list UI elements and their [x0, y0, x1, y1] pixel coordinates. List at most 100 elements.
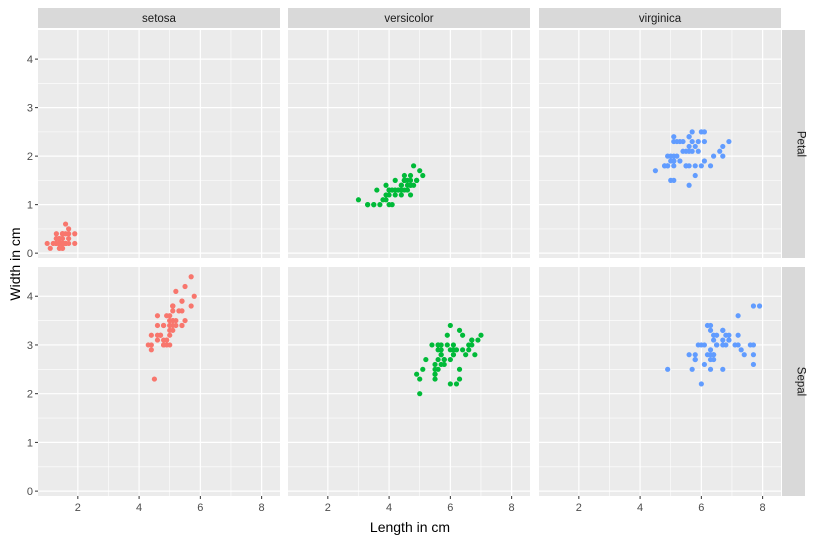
data-point-virginica [701, 361, 708, 368]
data-point-setosa [44, 240, 50, 247]
facet-strip-petal [782, 30, 805, 258]
data-point-virginica [738, 347, 744, 353]
data-point-versicolor [374, 187, 380, 193]
data-point-versicolor [447, 356, 453, 363]
data-point-virginica [692, 163, 698, 169]
data-point-virginica [668, 158, 674, 164]
data-point-setosa [182, 283, 188, 290]
data-point-versicolor [429, 342, 435, 348]
data-point-setosa [173, 317, 179, 324]
data-point-versicolor [420, 366, 426, 372]
data-point-setosa [179, 322, 185, 329]
data-point-setosa [56, 235, 63, 242]
data-point-versicolor [444, 332, 450, 338]
data-point-versicolor [377, 202, 383, 208]
y-tick-label: 2 [27, 389, 33, 401]
data-point-setosa [53, 231, 59, 237]
panel-background-petal-setosa [38, 30, 280, 258]
data-point-versicolor [453, 347, 460, 353]
data-point-setosa [62, 221, 69, 227]
data-point-setosa [167, 342, 173, 348]
data-point-versicolor [447, 347, 453, 353]
data-point-virginica [686, 182, 692, 188]
data-point-setosa [179, 298, 185, 304]
data-point-versicolor [447, 381, 453, 387]
data-point-virginica [677, 158, 683, 164]
panels-layer: setosa versicolor virginica Petal Sepal 0 1 2 3 4… [27, 8, 807, 514]
data-point-setosa [72, 240, 78, 247]
data-point-virginica [671, 134, 677, 140]
data-point-virginica [723, 332, 729, 338]
data-point-virginica [750, 361, 757, 368]
x-tick-label: 6 [197, 502, 203, 514]
data-point-versicolor [450, 352, 457, 358]
data-point-virginica [750, 352, 757, 358]
data-point-virginica [711, 332, 717, 338]
data-point-versicolor [383, 182, 389, 188]
data-point-setosa [167, 317, 173, 324]
data-point-versicolor [432, 376, 438, 382]
x-tick-label: 6 [698, 502, 704, 514]
data-point-virginica [674, 153, 680, 159]
data-point-versicolor [444, 342, 450, 348]
data-point-versicolor [453, 381, 460, 387]
data-point-setosa [164, 337, 170, 343]
data-point-virginica [665, 366, 671, 372]
data-point-setosa [154, 337, 161, 343]
y-tick-label: 1 [27, 200, 33, 212]
data-point-setosa [182, 317, 188, 324]
data-point-versicolor [398, 192, 404, 198]
x-tick-label: 4 [637, 502, 643, 514]
data-point-virginica [720, 342, 726, 348]
data-point-setosa [191, 293, 197, 299]
data-point-versicolor [435, 356, 441, 363]
data-point-virginica [695, 342, 701, 348]
data-point-versicolor [441, 361, 447, 368]
data-point-setosa [59, 231, 66, 237]
data-point-virginica [701, 129, 708, 135]
data-point-setosa [170, 308, 176, 314]
data-point-virginica [686, 143, 692, 150]
data-point-versicolor [404, 187, 411, 193]
data-point-virginica [674, 138, 680, 145]
data-point-versicolor [456, 327, 463, 333]
data-point-versicolor [407, 172, 414, 179]
data-point-virginica [720, 337, 726, 343]
panel-background-sepal-virginica [539, 267, 781, 496]
data-point-virginica [735, 332, 741, 338]
data-point-setosa [148, 342, 154, 348]
data-point-virginica [711, 153, 717, 159]
data-point-setosa [170, 322, 176, 329]
y-tick-label: 4 [27, 54, 33, 66]
facet-strip-versicolor [288, 8, 530, 28]
data-point-setosa [151, 376, 158, 382]
data-point-versicolor [420, 172, 426, 179]
data-point-versicolor [398, 182, 404, 188]
y-tick-label: 3 [27, 340, 33, 352]
data-point-virginica [695, 148, 701, 154]
data-point-virginica [750, 342, 757, 348]
data-point-setosa [188, 274, 194, 280]
data-point-virginica [717, 148, 723, 154]
data-point-virginica [735, 342, 741, 348]
data-point-virginica [671, 163, 677, 169]
data-point-virginica [707, 366, 714, 372]
data-point-versicolor [410, 163, 417, 169]
data-point-versicolor [417, 168, 423, 174]
facet-label-sepal: Sepal [795, 367, 807, 396]
data-point-versicolor [407, 177, 414, 183]
data-point-versicolor [472, 352, 478, 358]
data-point-virginica [714, 342, 720, 348]
data-point-setosa [170, 303, 176, 309]
data-point-versicolor [380, 197, 386, 203]
x-tick-label: 8 [509, 502, 515, 514]
facet-strip-sepal [782, 267, 805, 496]
facet-label-virginica: virginica [639, 13, 682, 25]
data-point-virginica [707, 352, 714, 358]
data-point-setosa [56, 245, 63, 251]
data-point-setosa [167, 332, 173, 338]
data-point-versicolor [407, 192, 414, 198]
data-point-versicolor [469, 342, 475, 348]
data-point-setosa [72, 231, 78, 237]
data-point-virginica [741, 352, 747, 358]
